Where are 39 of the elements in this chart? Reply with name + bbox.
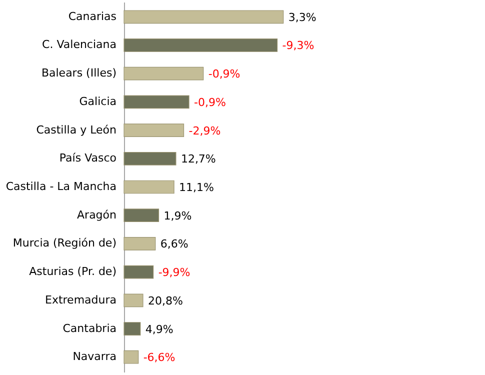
y-tick-label: Galicia bbox=[79, 94, 116, 108]
bar bbox=[124, 208, 160, 222]
bar bbox=[124, 322, 141, 336]
bar bbox=[124, 38, 278, 52]
y-tick-label: C. Valenciana bbox=[42, 38, 116, 52]
annotation: -0,9% bbox=[194, 96, 226, 109]
annotation: 4,9% bbox=[145, 322, 174, 336]
annotation: 3,3% bbox=[288, 10, 316, 24]
annotation: 20,8% bbox=[148, 294, 183, 308]
bar bbox=[124, 180, 174, 194]
bar bbox=[124, 124, 184, 137]
annotation: -9,9% bbox=[158, 266, 190, 280]
bar bbox=[124, 237, 156, 250]
bar bbox=[124, 265, 154, 279]
y-tick-label: Extremadura bbox=[45, 293, 116, 306]
y-tick-label: Castilla y León bbox=[36, 123, 117, 136]
bar bbox=[124, 350, 139, 364]
y-tick-label: Balears (Illes) bbox=[41, 66, 116, 80]
y-tick-label: Cantabria bbox=[62, 322, 116, 335]
annotation: -9,3% bbox=[282, 39, 314, 52]
annotation: -0,9% bbox=[208, 68, 240, 81]
annotation: 6,6% bbox=[160, 238, 188, 251]
bar bbox=[124, 10, 284, 24]
annotation: 1,9% bbox=[164, 209, 192, 222]
y-tick-label: Asturias (Pr. de) bbox=[29, 265, 116, 278]
bar bbox=[124, 95, 190, 109]
bar bbox=[124, 294, 144, 308]
annotation: -2,9% bbox=[188, 124, 221, 138]
y-tick-label: Canarias bbox=[68, 10, 117, 23]
annotation: -6,6% bbox=[143, 351, 176, 364]
y-tick-label: Navarra bbox=[72, 350, 116, 364]
y-tick-label: Aragón bbox=[77, 208, 117, 222]
bar bbox=[124, 66, 204, 80]
annotation: 11,1% bbox=[179, 181, 214, 194]
y-tick-label: Murcia (Región de) bbox=[12, 236, 116, 250]
bar bbox=[124, 152, 176, 166]
annotation: 12,7% bbox=[180, 152, 216, 166]
y-tick-label: Castilla - La Mancha bbox=[6, 180, 116, 193]
y-tick-label: País Vasco bbox=[59, 152, 117, 165]
